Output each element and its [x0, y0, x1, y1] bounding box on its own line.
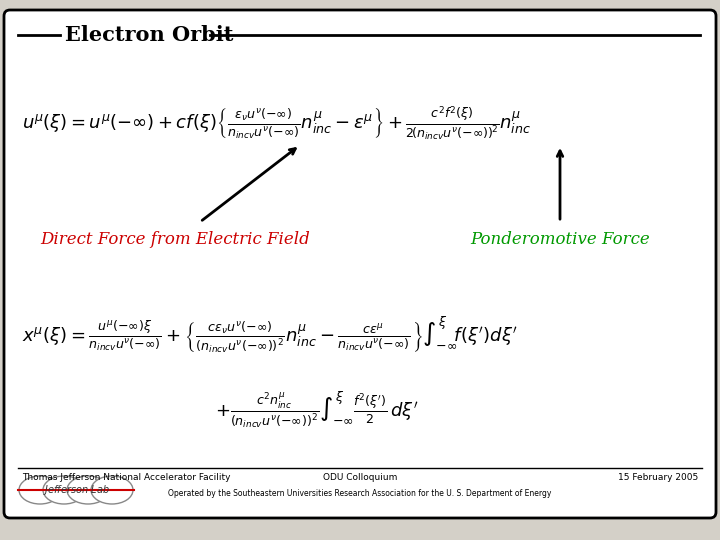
Text: 15 February 2005: 15 February 2005: [618, 474, 698, 483]
Text: Ponderomotive Force: Ponderomotive Force: [470, 232, 650, 248]
Text: Operated by the Southeastern Universities Research Association for the U. S. Dep: Operated by the Southeastern Universitie…: [168, 489, 552, 498]
Text: ODU Colloquium: ODU Colloquium: [323, 474, 397, 483]
Text: Thomas Jefferson National Accelerator Facility: Thomas Jefferson National Accelerator Fa…: [22, 474, 230, 483]
FancyBboxPatch shape: [4, 10, 716, 518]
Ellipse shape: [43, 476, 85, 504]
Text: $\mathit{Jefferson\ Lab}$: $\mathit{Jefferson\ Lab}$: [42, 483, 109, 497]
Ellipse shape: [19, 476, 61, 504]
Text: Electron Orbit: Electron Orbit: [65, 25, 233, 45]
Text: $+\frac{c^{2}n^{\mu}_{inc}}{\left(n_{incv}u^{\nu}(-\infty)\right)^{2}}\int_{-\in: $+\frac{c^{2}n^{\mu}_{inc}}{\left(n_{inc…: [215, 390, 419, 430]
Text: $x^{\mu}(\xi)=\frac{u^{\mu}(-\infty)\xi}{n_{incv}u^{\nu}(-\infty)}+\left\{\frac{: $x^{\mu}(\xi)=\frac{u^{\mu}(-\infty)\xi}…: [22, 315, 518, 355]
Text: $u^{\mu}(\xi)=u^{\mu}(-\infty)+cf(\xi)\left\{\frac{\varepsilon_{\nu}u^{\nu}(-\in: $u^{\mu}(\xi)=u^{\mu}(-\infty)+cf(\xi)\l…: [22, 105, 531, 143]
Ellipse shape: [67, 476, 109, 504]
Ellipse shape: [91, 476, 133, 504]
Text: Direct Force from Electric Field: Direct Force from Electric Field: [40, 232, 310, 248]
